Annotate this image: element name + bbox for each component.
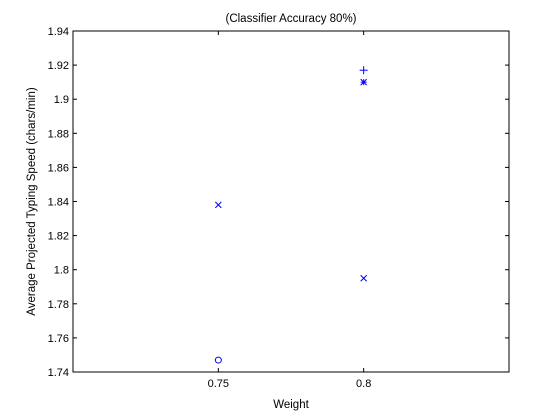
x-tick-marks [217, 31, 365, 372]
point-x-marker [214, 201, 222, 209]
data-points [214, 66, 368, 364]
plot-area [72, 30, 510, 373]
x-axis-label: Weight [273, 399, 309, 411]
y-tick-label: 1.76 [48, 333, 69, 345]
x-tick-label: 0.75 [208, 378, 229, 390]
point-plus-marker [359, 66, 368, 75]
point-star-marker [360, 78, 368, 86]
marker-stroke [214, 201, 222, 209]
y-tick-label: 1.88 [48, 128, 69, 140]
point-circle-marker [214, 356, 222, 364]
chart-title: (Classifier Accuracy 80%) [225, 13, 356, 25]
y-tick-label: 1.84 [48, 197, 69, 209]
y-tick-label: 1.94 [48, 26, 69, 38]
x-tick-labels: 0.75 0.8 [208, 378, 372, 390]
y-tick-label: 1.74 [48, 367, 69, 379]
marker-stroke [360, 78, 368, 86]
y-tick-marks [73, 30, 509, 373]
point-x-marker [360, 274, 368, 282]
y-tick-label: 1.9 [54, 94, 69, 106]
x-tick-label: 0.8 [356, 378, 371, 390]
y-tick-label: 1.86 [48, 162, 69, 174]
y-tick-labels: 1.74 1.76 1.78 1.8 1.82 1.84 1.86 1.88 1.9 1.92 1.… [48, 26, 69, 379]
y-tick-label: 1.8 [54, 265, 69, 277]
y-tick-label: 1.82 [48, 231, 69, 243]
y-tick-label: 1.78 [48, 299, 69, 311]
y-axis-label: Average Projected Typing Speed (chars/mi… [26, 87, 38, 316]
y-tick-label: 1.92 [48, 60, 69, 72]
marker-stroke [360, 274, 368, 282]
